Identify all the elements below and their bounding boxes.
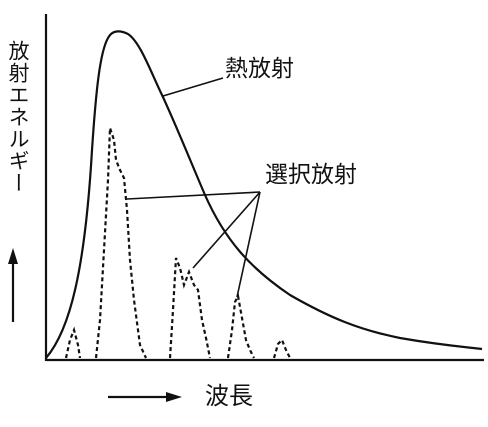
selective-peak-5 (272, 338, 291, 359)
selective-peak-4 (226, 292, 255, 359)
selective-peak-3 (168, 257, 212, 359)
right-arrow-icon (108, 392, 182, 402)
selective-peak-1 (64, 326, 82, 359)
selective-leader-line-2 (192, 191, 261, 269)
x-axis-label: 波長 (205, 382, 253, 410)
selective-peak-2 (94, 127, 147, 359)
thermal-radiation-curve (45, 30, 483, 359)
selective-leader-line-3 (236, 191, 261, 298)
thermal-leader-line (162, 77, 224, 97)
selective-leader-lines (126, 191, 261, 298)
up-arrow-icon (8, 248, 18, 322)
thermal-radiation-label: 熱放射 (225, 56, 294, 82)
selective-leader-line-1 (126, 191, 261, 200)
selective-radiation-peaks (64, 127, 291, 359)
y-axis-label: 放射エネルギー (6, 40, 30, 194)
selective-radiation-label: 選択放射 (265, 162, 357, 188)
